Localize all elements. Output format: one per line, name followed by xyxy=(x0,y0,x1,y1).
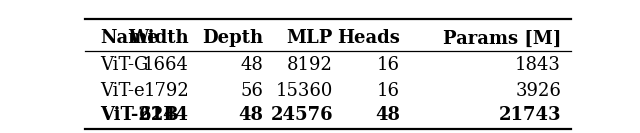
Text: 24576: 24576 xyxy=(270,106,333,124)
Text: 1792: 1792 xyxy=(143,82,189,100)
Text: 56: 56 xyxy=(241,82,264,100)
Text: 48: 48 xyxy=(239,106,264,124)
Text: ViT-e: ViT-e xyxy=(100,82,145,100)
Text: 16: 16 xyxy=(377,82,400,100)
Text: 21743: 21743 xyxy=(499,106,561,124)
Text: 15360: 15360 xyxy=(276,82,333,100)
Text: 48: 48 xyxy=(241,56,264,74)
Text: 16: 16 xyxy=(377,56,400,74)
Text: 1664: 1664 xyxy=(143,56,189,74)
Text: 48: 48 xyxy=(375,106,400,124)
Text: Width: Width xyxy=(129,30,189,47)
Text: 8192: 8192 xyxy=(287,56,333,74)
Text: Depth: Depth xyxy=(202,30,264,47)
Text: 6144: 6144 xyxy=(139,106,189,124)
Text: Name: Name xyxy=(100,30,159,47)
Text: ViT-G: ViT-G xyxy=(100,56,148,74)
Text: Heads: Heads xyxy=(337,30,400,47)
Text: MLP: MLP xyxy=(287,30,333,47)
Text: 1843: 1843 xyxy=(515,56,561,74)
Text: Params [M]: Params [M] xyxy=(443,30,561,47)
Text: ViT-22B: ViT-22B xyxy=(100,106,179,124)
Text: 3926: 3926 xyxy=(515,82,561,100)
